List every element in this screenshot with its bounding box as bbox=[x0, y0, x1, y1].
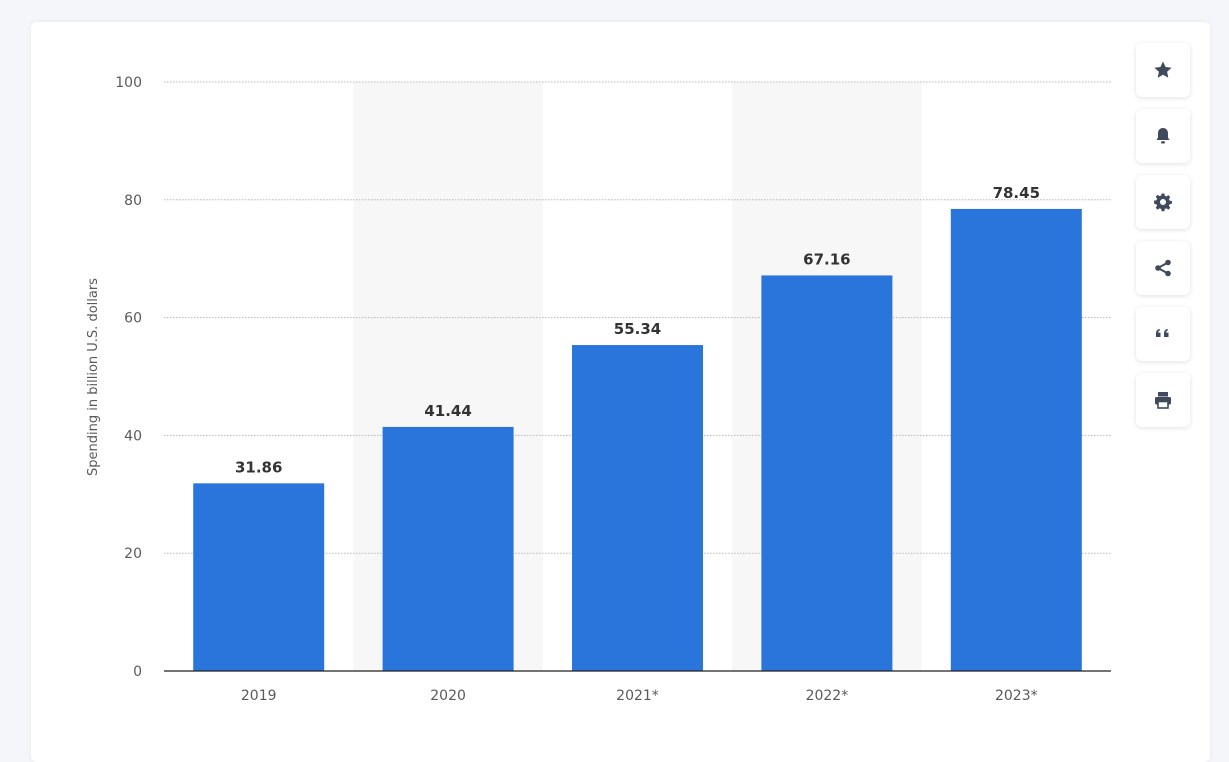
x-tick-label: 2023* bbox=[995, 688, 1038, 704]
cite-button[interactable] bbox=[1136, 307, 1190, 361]
x-tick-label: 2019 bbox=[241, 688, 277, 704]
value-label: 31.86 bbox=[235, 458, 282, 476]
bar-2020[interactable] bbox=[382, 426, 514, 671]
y-tick-label: 40 bbox=[124, 428, 142, 444]
bars bbox=[193, 208, 1082, 671]
y-tick-label: 80 bbox=[124, 193, 142, 209]
y-tick-label: 60 bbox=[124, 311, 142, 327]
print-icon bbox=[1155, 392, 1171, 409]
y-axis-ticks: 0 20 40 60 80 100 bbox=[115, 75, 142, 680]
value-label: 78.45 bbox=[993, 184, 1040, 202]
x-tick-label: 2020 bbox=[430, 688, 466, 704]
bar-2021[interactable] bbox=[572, 345, 703, 671]
bar-2022[interactable] bbox=[761, 275, 893, 671]
bar-chart: 0 20 40 60 80 100 31.86 41.44 55.34 67.16 78.45 2… bbox=[86, 75, 1111, 704]
y-axis-title: Spending in billion U.S. dollars bbox=[86, 278, 101, 476]
bar-2019[interactable] bbox=[193, 483, 325, 671]
settings-button[interactable] bbox=[1136, 175, 1190, 229]
value-label: 55.34 bbox=[614, 320, 661, 338]
y-tick-label: 20 bbox=[124, 546, 142, 562]
y-tick-label: 100 bbox=[115, 75, 142, 91]
value-label: 67.16 bbox=[803, 250, 850, 268]
notification-button[interactable] bbox=[1136, 109, 1190, 163]
bar-2023[interactable] bbox=[950, 208, 1082, 671]
value-label: 41.44 bbox=[424, 402, 471, 420]
share-button[interactable] bbox=[1136, 241, 1190, 295]
x-tick-label: 2022* bbox=[806, 688, 849, 704]
value-labels: 31.86 41.44 55.34 67.16 78.45 bbox=[235, 184, 1040, 476]
quote-icon bbox=[1156, 329, 1169, 337]
x-axis-ticks: 2019 2020 2021* 2022* 2023* bbox=[241, 688, 1038, 704]
bell-icon bbox=[1156, 128, 1170, 144]
gear-icon bbox=[1154, 193, 1172, 212]
y-tick-label: 0 bbox=[133, 664, 142, 680]
print-button[interactable] bbox=[1136, 373, 1190, 427]
favorite-button[interactable] bbox=[1136, 43, 1190, 97]
share-icon bbox=[1155, 259, 1171, 277]
x-tick-label: 2021* bbox=[616, 688, 659, 704]
star-icon bbox=[1154, 61, 1172, 78]
